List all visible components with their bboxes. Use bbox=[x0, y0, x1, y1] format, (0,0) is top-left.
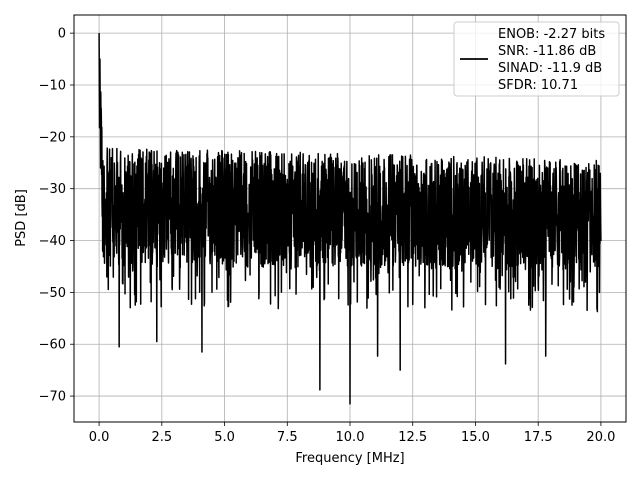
x-tick-label: 0.0 bbox=[89, 430, 110, 445]
y-axis-ticks: 0 −10 −20 −30 −40 −50 −60 −70 bbox=[39, 27, 74, 405]
legend-entry-sinad: SINAD: -11.9 dB bbox=[498, 61, 602, 76]
x-tick-label: 17.5 bbox=[524, 430, 553, 445]
y-tick-label: −10 bbox=[39, 78, 66, 93]
x-axis-ticks: 0.0 2.5 5.0 7.5 10.0 12.5 15.0 17.5 20.0 bbox=[89, 422, 615, 445]
legend-box bbox=[453, 21, 620, 97]
plot-area bbox=[98, 33, 602, 405]
y-tick-label: −40 bbox=[39, 234, 66, 249]
y-axis-label: PSD [dB] bbox=[14, 189, 29, 247]
legend-entry-snr: SNR: -11.86 dB bbox=[498, 44, 596, 59]
y-tick-label: −50 bbox=[39, 286, 66, 301]
x-tick-label: 7.5 bbox=[277, 430, 298, 445]
x-tick-label: 5.0 bbox=[214, 430, 235, 445]
series-line-psd bbox=[98, 33, 602, 405]
x-tick-label: 20.0 bbox=[586, 430, 615, 445]
legend: ENOB: -2.27 bits SNR: -11.86 dB SINAD: -… bbox=[453, 21, 620, 97]
y-tick-label: 0 bbox=[58, 27, 66, 42]
x-axis-label: Frequency [MHz] bbox=[295, 451, 404, 466]
y-tick-label: −70 bbox=[39, 390, 66, 405]
y-tick-label: −60 bbox=[39, 338, 66, 353]
x-tick-label: 12.5 bbox=[398, 430, 427, 445]
y-tick-label: −30 bbox=[39, 182, 66, 197]
legend-entry-sfdr: SFDR: 10.71 bbox=[498, 78, 578, 93]
x-tick-label: 10.0 bbox=[336, 430, 365, 445]
legend-entry-enob: ENOB: -2.27 bits bbox=[498, 27, 605, 42]
x-tick-label: 15.0 bbox=[461, 430, 490, 445]
y-tick-label: −20 bbox=[39, 130, 66, 145]
x-tick-label: 2.5 bbox=[151, 430, 172, 445]
